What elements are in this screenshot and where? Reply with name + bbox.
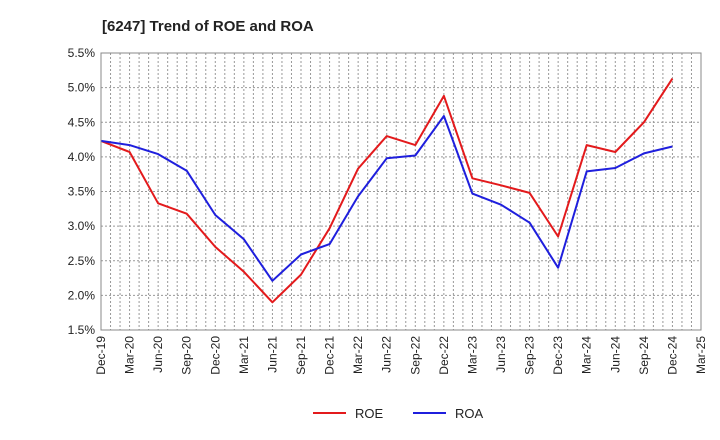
legend-label-roa: ROA xyxy=(455,406,484,421)
x-tick-label: Mar-22 xyxy=(351,336,365,374)
chart-title: [6247] Trend of ROE and ROA xyxy=(102,18,314,35)
grid xyxy=(100,52,702,331)
y-tick-label: 5.0% xyxy=(68,81,96,95)
legend: ROE ROA xyxy=(313,406,484,421)
x-tick-label: Dec-20 xyxy=(208,336,222,375)
x-tick-label: Jun-24 xyxy=(608,336,622,373)
legend-label-roe: ROE xyxy=(355,406,384,421)
y-tick-label: 2.5% xyxy=(68,254,96,268)
y-tick-label: 3.5% xyxy=(68,185,96,199)
x-tick-label: Mar-21 xyxy=(237,336,251,374)
x-tick-label: Mar-20 xyxy=(123,336,137,374)
x-tick-label: Jun-22 xyxy=(380,336,394,373)
x-tick-label: Mar-24 xyxy=(580,336,594,374)
y-tick-label: 4.0% xyxy=(68,150,96,164)
series-lines xyxy=(100,78,674,304)
x-tick-label: Sep-20 xyxy=(180,336,194,375)
x-tick-label: Sep-24 xyxy=(637,336,651,375)
x-tick-label: Jun-20 xyxy=(151,336,165,373)
plot-frame xyxy=(100,52,702,331)
x-tick-label: Mar-25 xyxy=(694,336,708,374)
y-axis: 1.5% 2.0% 2.5% 3.0% 3.5% 4.0% 4.5% 5.0% 5.5% xyxy=(68,46,96,337)
x-tick-label: Jun-23 xyxy=(494,336,508,373)
y-tick-label: 4.5% xyxy=(68,115,96,129)
x-tick-label: Dec-23 xyxy=(551,336,565,375)
x-tick-label: Mar-23 xyxy=(465,336,479,374)
y-tick-label: 3.0% xyxy=(68,219,96,233)
x-axis: Dec-19 Mar-20 Jun-20 Sep-20 Dec-20 Mar-21 Jun-… xyxy=(94,336,708,375)
y-tick-label: 2.0% xyxy=(68,288,96,302)
x-tick-label: Dec-24 xyxy=(665,336,679,375)
x-tick-label: Sep-23 xyxy=(523,336,537,375)
x-tick-label: Jun-21 xyxy=(265,336,279,373)
series-line-roa xyxy=(100,115,673,282)
x-tick-label: Dec-22 xyxy=(437,336,451,375)
x-tick-label: Sep-22 xyxy=(408,336,422,375)
y-tick-label: 1.5% xyxy=(68,323,96,337)
y-tick-label: 5.5% xyxy=(68,46,96,60)
x-tick-label: Sep-21 xyxy=(294,336,308,375)
x-tick-label: Dec-19 xyxy=(94,336,108,375)
series-line-roe xyxy=(100,78,674,304)
x-tick-label: Dec-21 xyxy=(323,336,337,375)
